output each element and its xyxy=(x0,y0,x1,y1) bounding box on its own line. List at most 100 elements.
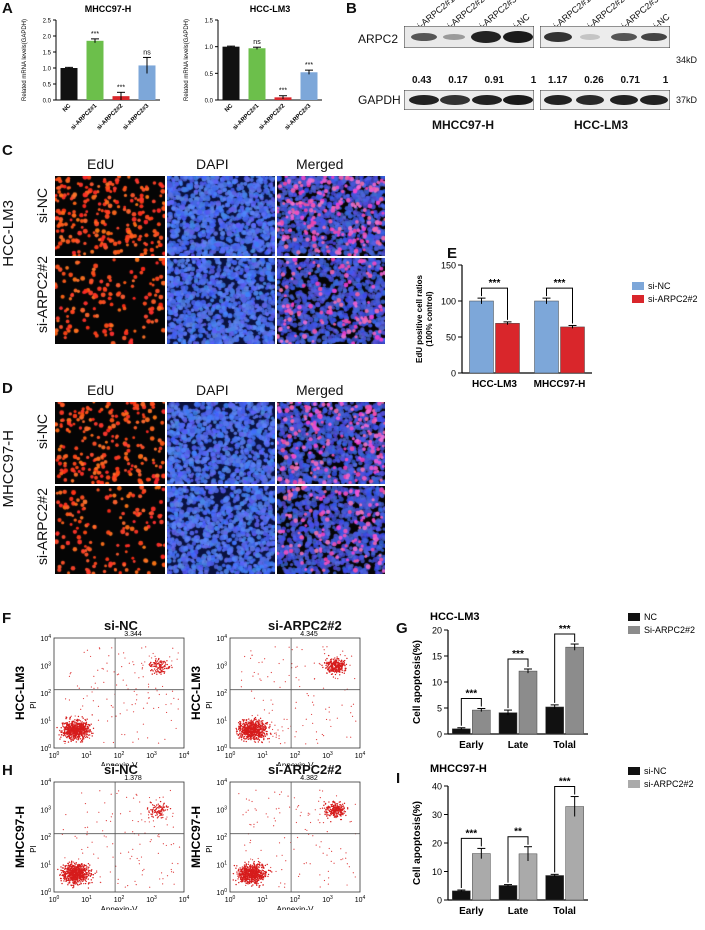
event-dot xyxy=(132,819,134,822)
event-dot xyxy=(169,807,172,810)
event-dot xyxy=(91,732,93,735)
event-dot xyxy=(262,699,264,701)
event-dot xyxy=(91,691,93,693)
event-dot xyxy=(159,878,161,880)
event-dot xyxy=(76,837,78,839)
event-dot xyxy=(256,821,258,823)
event-dot xyxy=(325,708,327,710)
event-dot xyxy=(336,717,338,719)
event-dot xyxy=(159,797,161,799)
significance-bracket xyxy=(546,287,573,324)
event-dot xyxy=(76,882,78,885)
event-dot xyxy=(141,668,143,670)
event-dot xyxy=(149,664,151,667)
event-dot xyxy=(233,864,236,867)
x-tick-label: 100 xyxy=(225,751,236,760)
event-dot xyxy=(75,863,77,865)
event-dot xyxy=(82,737,85,739)
event-dot xyxy=(66,876,69,878)
event-dot xyxy=(71,877,73,879)
event-dot xyxy=(293,797,296,799)
event-dot xyxy=(246,865,248,868)
event-dot xyxy=(72,877,75,880)
event-dot xyxy=(264,874,267,876)
event-dot xyxy=(239,733,241,735)
event-dot xyxy=(253,871,255,874)
event-dot xyxy=(73,869,76,872)
event-dot xyxy=(334,657,336,659)
event-dot xyxy=(157,742,160,744)
event-dot xyxy=(86,695,88,697)
event-dot xyxy=(58,734,60,736)
event-dot xyxy=(250,881,252,884)
event-dot xyxy=(139,843,141,845)
event-dot xyxy=(253,869,256,872)
y-tick-label: 50 xyxy=(446,333,456,343)
event-dot xyxy=(86,718,88,720)
event-dot xyxy=(340,807,342,809)
y-tick-label: 20 xyxy=(432,839,442,849)
event-dot xyxy=(80,874,82,877)
tick-exponent: 1 xyxy=(89,751,92,757)
event-dot xyxy=(241,869,243,872)
event-dot xyxy=(75,738,78,740)
event-dot xyxy=(265,870,267,873)
event-dot xyxy=(268,712,270,714)
event-dot xyxy=(249,737,251,740)
event-dot xyxy=(64,735,67,737)
event-dot xyxy=(79,731,81,733)
event-dot xyxy=(84,826,86,829)
event-dot xyxy=(238,872,241,874)
x-tick-label: Late xyxy=(508,906,529,917)
event-dot xyxy=(97,687,99,689)
event-dot xyxy=(263,709,266,711)
event-dot xyxy=(255,737,257,739)
event-dot xyxy=(74,866,76,868)
event-dot xyxy=(67,866,69,868)
event-dot xyxy=(253,741,256,743)
x-tick-label: 101 xyxy=(81,895,92,904)
tick-exponent: 4 xyxy=(187,895,190,901)
event-dot xyxy=(338,662,341,664)
x-tick-label: si-ARPC2#2 xyxy=(258,103,287,132)
event-dot xyxy=(333,810,336,813)
event-dot xyxy=(85,871,88,874)
x-tick-label: Early xyxy=(459,906,484,917)
event-dot xyxy=(162,662,165,664)
event-dot xyxy=(106,720,109,722)
event-dot xyxy=(245,719,248,721)
event-dot xyxy=(249,726,251,729)
event-dot xyxy=(82,722,85,724)
event-dot xyxy=(64,874,67,876)
event-dot xyxy=(77,727,79,729)
event-dot xyxy=(136,694,138,696)
event-dot xyxy=(265,727,268,729)
event-dot xyxy=(267,676,269,678)
blot-arpc2-right xyxy=(540,26,670,48)
event-dot xyxy=(238,881,240,884)
event-dot xyxy=(261,661,263,663)
event-dot xyxy=(256,871,258,873)
event-dot xyxy=(279,686,281,688)
event-dot xyxy=(252,884,254,886)
event-dot xyxy=(319,874,321,876)
event-dot xyxy=(249,736,252,738)
event-dot xyxy=(240,679,243,681)
event-dot xyxy=(248,799,250,801)
event-dot xyxy=(326,646,328,648)
event-dot xyxy=(92,874,95,876)
tick-exponent: 4 xyxy=(187,751,190,757)
event-dot xyxy=(251,724,254,726)
event-dot xyxy=(250,885,253,887)
ratio-value: 1 xyxy=(530,75,537,86)
event-dot xyxy=(81,726,83,729)
micro-c-dapi-sarpc2 xyxy=(167,258,275,344)
event-dot xyxy=(338,671,341,673)
event-dot xyxy=(256,878,259,880)
event-dot xyxy=(147,814,150,816)
event-dot xyxy=(239,736,241,738)
event-dot xyxy=(118,653,120,655)
event-dot xyxy=(162,796,164,798)
y-axis-label: Cell apoptosis(%) xyxy=(412,801,423,885)
event-dot xyxy=(295,808,297,810)
